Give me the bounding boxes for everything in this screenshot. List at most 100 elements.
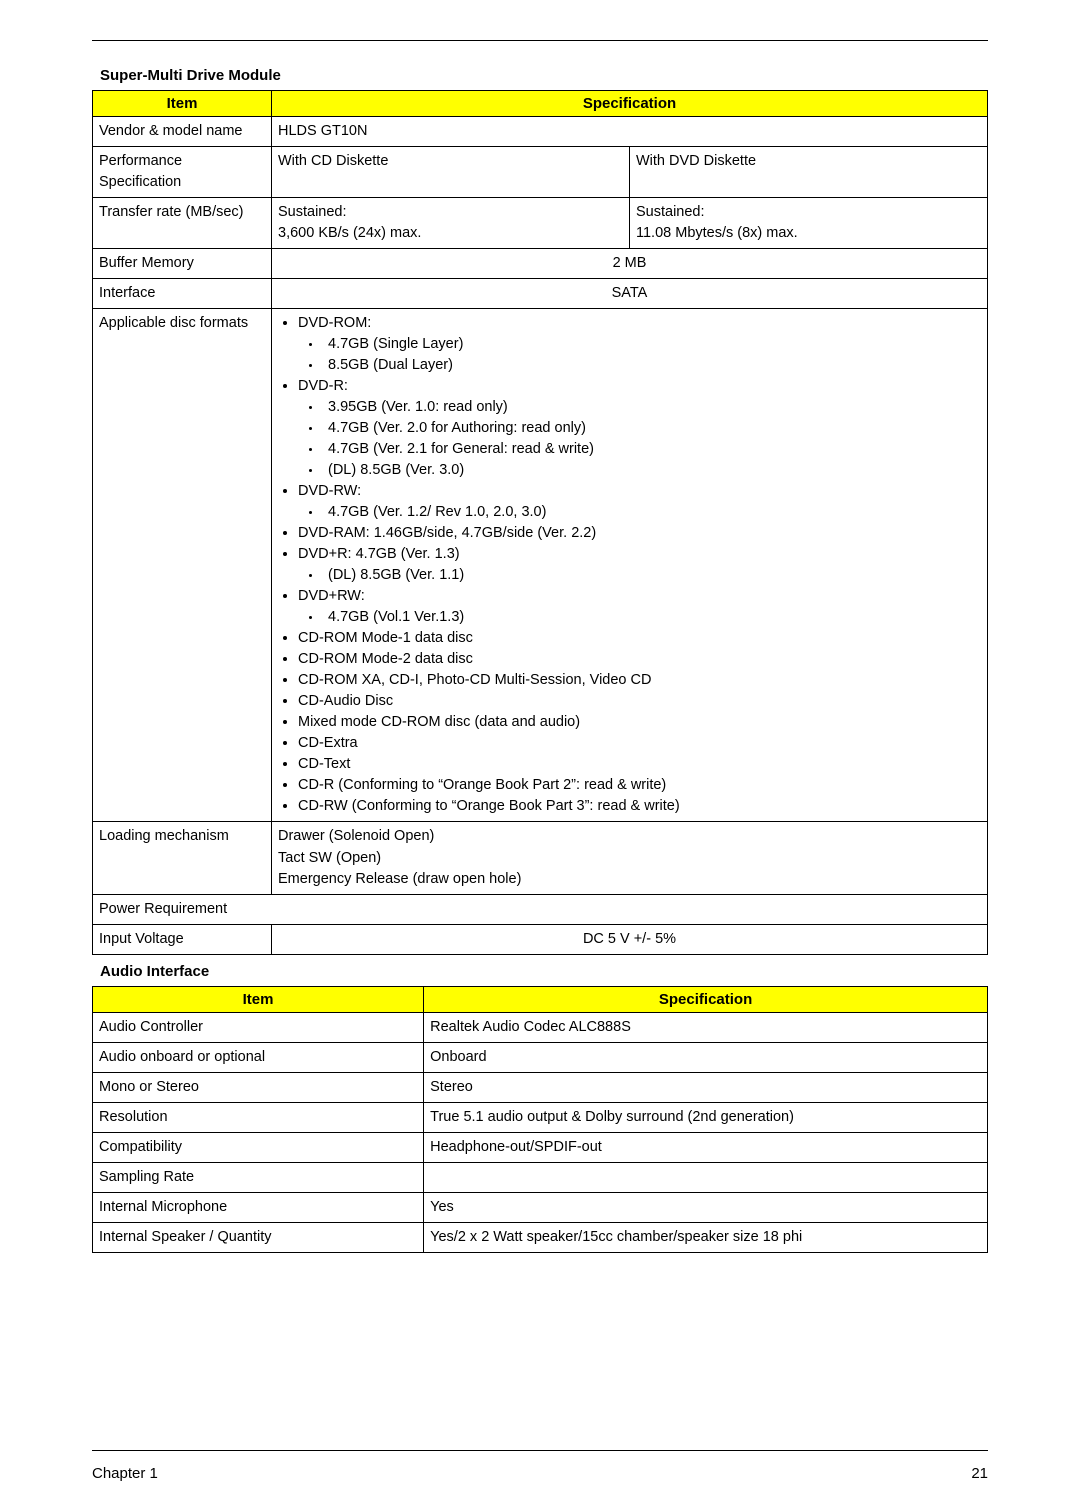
line: Sustained: [636, 204, 705, 220]
value: With DVD Diskette [630, 147, 988, 198]
value: 2 MB [272, 249, 988, 279]
value: Stereo [424, 1072, 988, 1102]
label: Vendor & model name [93, 117, 272, 147]
label: Power Requirement [93, 894, 988, 924]
value: Sustained: 3,600 KB/s (24x) max. [272, 198, 630, 249]
list-item: 4.7GB (Ver. 1.2/ Rev 1.0, 2.0, 3.0) [322, 502, 983, 523]
list-item: CD-R (Conforming to “Orange Book Part 2”… [298, 775, 983, 796]
list-item: CD-Audio Disc [298, 691, 983, 712]
page-number: 21 [971, 1465, 988, 1482]
table-row: Resolution True 5.1 audio output & Dolby… [93, 1102, 988, 1132]
label: Performance Specification [93, 147, 272, 198]
label: Audio onboard or optional [93, 1042, 424, 1072]
table-row: Compatibility Headphone-out/SPDIF-out [93, 1132, 988, 1162]
list-item: 4.7GB (Vol.1 Ver.1.3) [322, 607, 983, 628]
list-item: 4.7GB (Ver. 2.1 for General: read & writ… [322, 439, 983, 460]
label: Audio Controller [93, 1012, 424, 1042]
label: Compatibility [93, 1132, 424, 1162]
table-row: Mono or Stereo Stereo [93, 1072, 988, 1102]
list-item: CD-Text [298, 754, 983, 775]
header-item: Item [93, 91, 272, 117]
line: Drawer (Solenoid Open) [278, 828, 434, 844]
list-item: DVD-RAM: 1.46GB/side, 4.7GB/side (Ver. 2… [298, 523, 983, 544]
list-item: DVD-R: 3.95GB (Ver. 1.0: read only) 4.7G… [298, 376, 983, 481]
value: Sustained: 11.08 Mbytes/s (8x) max. [630, 198, 988, 249]
list-item: 8.5GB (Dual Layer) [322, 355, 983, 376]
list-item: CD-RW (Conforming to “Orange Book Part 3… [298, 796, 983, 817]
header-spec: Specification [272, 91, 988, 117]
table-row: Internal Microphone Yes [93, 1192, 988, 1222]
list-item: CD-ROM XA, CD-I, Photo-CD Multi-Session,… [298, 670, 983, 691]
list-item: CD-ROM Mode-2 data disc [298, 649, 983, 670]
table-row: Input Voltage DC 5 V +/- 5% [93, 924, 988, 954]
line: 3,600 KB/s (24x) max. [278, 225, 421, 241]
value: Yes/2 x 2 Watt speaker/15cc chamber/spea… [424, 1222, 988, 1252]
list-item: 4.7GB (Ver. 2.0 for Authoring: read only… [322, 418, 983, 439]
value: Yes [424, 1192, 988, 1222]
label: Resolution [93, 1102, 424, 1132]
list-item: DVD-ROM: 4.7GB (Single Layer) 8.5GB (Dua… [298, 313, 983, 376]
text: DVD+R: 4.7GB (Ver. 1.3) [298, 546, 460, 562]
value: HLDS GT10N [272, 117, 988, 147]
list-item: DVD+RW: 4.7GB (Vol.1 Ver.1.3) [298, 586, 983, 628]
chapter-label: Chapter 1 [92, 1465, 158, 1482]
label: Input Voltage [93, 924, 272, 954]
text: DVD-ROM: [298, 315, 371, 331]
line: 11.08 Mbytes/s (8x) max. [636, 225, 798, 241]
table-row: Sampling Rate [93, 1162, 988, 1192]
label: Buffer Memory [93, 249, 272, 279]
header-spec: Specification [424, 986, 988, 1012]
value: Realtek Audio Codec ALC888S [424, 1012, 988, 1042]
value: With CD Diskette [272, 147, 630, 198]
list-item: 4.7GB (Single Layer) [322, 334, 983, 355]
table-header-row: Item Specification [93, 91, 988, 117]
footer-divider [92, 1450, 988, 1451]
value: True 5.1 audio output & Dolby surround (… [424, 1102, 988, 1132]
table-row: Transfer rate (MB/sec) Sustained: 3,600 … [93, 198, 988, 249]
text: DVD-RW: [298, 483, 361, 499]
label: Transfer rate (MB/sec) [93, 198, 272, 249]
label: Interface [93, 279, 272, 309]
page-footer: Chapter 1 21 [92, 1430, 988, 1482]
line: Sustained: [278, 204, 347, 220]
header-item: Item [93, 986, 424, 1012]
line: Emergency Release (draw open hole) [278, 871, 521, 887]
text: DVD-R: [298, 378, 348, 394]
audio-interface-table: Item Specification Audio Controller Real… [92, 986, 988, 1253]
value: SATA [272, 279, 988, 309]
label: Applicable disc formats [93, 309, 272, 822]
label: Internal Speaker / Quantity [93, 1222, 424, 1252]
table-row: Interface SATA [93, 279, 988, 309]
list-item: CD-Extra [298, 733, 983, 754]
table-row: Loading mechanism Drawer (Solenoid Open)… [93, 822, 988, 894]
label: Loading mechanism [93, 822, 272, 894]
label: Internal Microphone [93, 1192, 424, 1222]
table-row: Applicable disc formats DVD-ROM: 4.7GB (… [93, 309, 988, 822]
value [424, 1162, 988, 1192]
label: Sampling Rate [93, 1162, 424, 1192]
value: Drawer (Solenoid Open) Tact SW (Open) Em… [272, 822, 988, 894]
value: Onboard [424, 1042, 988, 1072]
label: Mono or Stereo [93, 1072, 424, 1102]
table-row: Internal Speaker / Quantity Yes/2 x 2 Wa… [93, 1222, 988, 1252]
list-item: DVD+R: 4.7GB (Ver. 1.3) (DL) 8.5GB (Ver.… [298, 544, 983, 586]
cd-list: CD-ROM Mode-1 data disc CD-ROM Mode-2 da… [276, 628, 983, 817]
table-row: Audio Controller Realtek Audio Codec ALC… [93, 1012, 988, 1042]
table-row: Power Requirement [93, 894, 988, 924]
formats-list: DVD-ROM: 4.7GB (Single Layer) 8.5GB (Dua… [276, 313, 983, 628]
list-item: (DL) 8.5GB (Ver. 3.0) [322, 460, 983, 481]
value: Headphone-out/SPDIF-out [424, 1132, 988, 1162]
formats-cell: DVD-ROM: 4.7GB (Single Layer) 8.5GB (Dua… [272, 309, 988, 822]
top-divider [92, 40, 988, 41]
list-item: CD-ROM Mode-1 data disc [298, 628, 983, 649]
list-item: Mixed mode CD-ROM disc (data and audio) [298, 712, 983, 733]
table-row: Performance Specification With CD Disket… [93, 147, 988, 198]
list-item: DVD-RW: 4.7GB (Ver. 1.2/ Rev 1.0, 2.0, 3… [298, 481, 983, 523]
value: DC 5 V +/- 5% [272, 924, 988, 954]
list-item: 3.95GB (Ver. 1.0: read only) [322, 397, 983, 418]
table-row: Buffer Memory 2 MB [93, 249, 988, 279]
table-row: Audio onboard or optional Onboard [93, 1042, 988, 1072]
list-item: (DL) 8.5GB (Ver. 1.1) [322, 565, 983, 586]
drive-module-table: Item Specification Vendor & model name H… [92, 90, 988, 955]
section1-title: Super-Multi Drive Module [100, 67, 988, 84]
